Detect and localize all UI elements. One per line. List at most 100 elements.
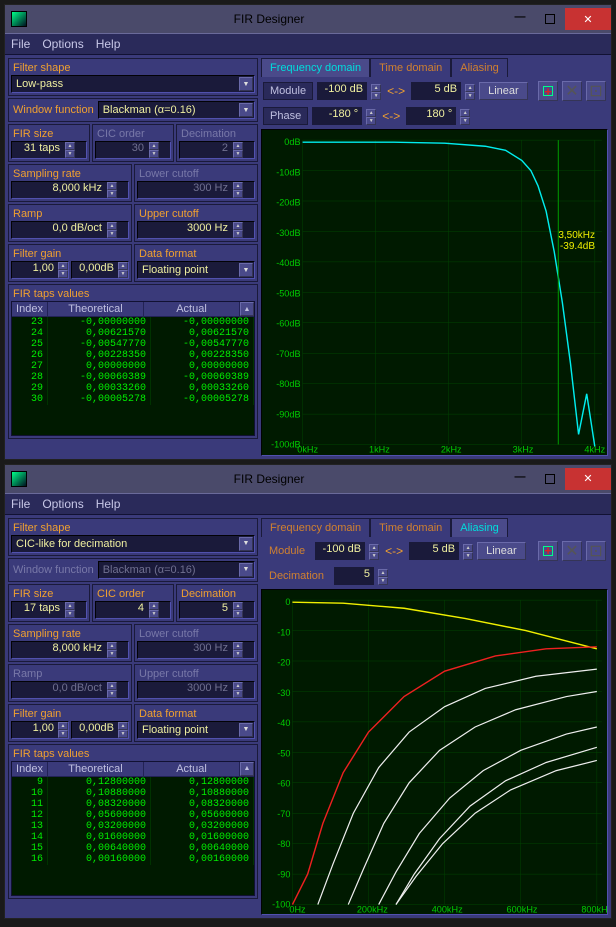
data-format-select[interactable]: Floating point▼ (137, 721, 255, 739)
dropdown-icon[interactable]: ▼ (239, 77, 253, 91)
linear-button[interactable]: Linear (477, 542, 526, 560)
table-row[interactable]: 260,002283500,00228350 (12, 350, 254, 361)
tab-frequency-domain[interactable]: Frequency domain (261, 518, 370, 537)
fir-size-label: FIR size (11, 127, 87, 141)
filter-shape-select[interactable]: CIC-like for decimation▼ (11, 535, 255, 553)
table-row[interactable]: 130,032000000,03200000 (12, 821, 254, 832)
scroll-up-icon[interactable]: ▲ (240, 302, 254, 316)
fir-size-input[interactable]: 17 taps (11, 601, 87, 619)
svg-text:-90dB: -90dB (276, 409, 300, 419)
data-format-label: Data format (137, 707, 255, 721)
tab-aliasing[interactable]: Aliasing (451, 58, 508, 77)
frequency-response-graph[interactable]: 0dB-10dB-20dB-30dB-40dB-50dB-60dB-70dB-8… (261, 129, 608, 456)
tab-time-domain[interactable]: Time domain (370, 58, 451, 77)
filter-shape-select[interactable]: Low-pass▼ (11, 75, 255, 93)
tab-aliasing[interactable]: Aliasing (451, 518, 508, 537)
spin-up[interactable]: ▲ (233, 222, 243, 230)
close-button[interactable] (565, 468, 611, 490)
decimation-input: 2 (179, 141, 255, 159)
minimize-button[interactable] (505, 8, 535, 30)
phase-hi-input[interactable]: 180 ° (406, 107, 456, 125)
dropdown-icon[interactable]: ▼ (239, 103, 253, 117)
close-button[interactable] (565, 8, 611, 30)
table-row[interactable]: 110,083200000,08320000 (12, 799, 254, 810)
table-row[interactable]: 150,006400000,00640000 (12, 843, 254, 854)
spin-down[interactable]: ▼ (65, 150, 75, 158)
table-row[interactable]: 23-0,00000000-0,00000000 (12, 317, 254, 328)
menu-file[interactable]: File (11, 497, 30, 511)
table-row[interactable]: 160,001600000,00160000 (12, 854, 254, 865)
tab-frequency-domain[interactable]: Frequency domain (261, 58, 370, 77)
table-row[interactable]: 25-0,00547770-0,00547770 (12, 339, 254, 350)
table-row[interactable]: 28-0,00060389-0,00060389 (12, 372, 254, 383)
taps-table: Index Theoretical Actual ▲ 90,128000000,… (11, 761, 255, 896)
phase-lo-input[interactable]: -180 ° (312, 107, 362, 125)
spin-down[interactable]: ▼ (58, 270, 68, 278)
titlebar[interactable]: FIR Designer (5, 465, 611, 493)
maximize-button[interactable] (535, 468, 565, 490)
zoom-button[interactable] (586, 81, 606, 101)
table-row[interactable]: 120,056000000,05600000 (12, 810, 254, 821)
zoom-button[interactable] (586, 541, 606, 561)
cic-order-input[interactable]: 4 (95, 601, 171, 619)
lower-cutoff-label: Lower cutoff (137, 167, 255, 181)
dropdown-icon[interactable]: ▼ (239, 263, 253, 277)
table-row[interactable]: 90,128000000,12800000 (12, 777, 254, 788)
module-hi-input[interactable]: 5 dB (409, 542, 459, 560)
spin-up[interactable]: ▲ (58, 262, 68, 270)
menu-options[interactable]: Options (42, 497, 83, 511)
spin-down[interactable]: ▼ (107, 230, 117, 238)
tab-time-domain[interactable]: Time domain (370, 518, 451, 537)
module-lo-input[interactable]: -100 dB (315, 542, 365, 560)
module-lo-input[interactable]: -100 dB (317, 82, 367, 100)
dropdown-icon[interactable]: ▼ (239, 537, 253, 551)
spin-up[interactable]: ▲ (107, 182, 117, 190)
spin-up[interactable]: ▲ (107, 222, 117, 230)
app-icon (11, 11, 27, 27)
svg-text:-50: -50 (277, 748, 290, 758)
table-row[interactable]: 270,000000000,00000000 (12, 361, 254, 372)
menu-file[interactable]: File (11, 37, 30, 51)
data-format-group: Data format Floating point▼ (134, 244, 258, 282)
spin-down[interactable]: ▼ (107, 190, 117, 198)
upper-cutoff-label: Upper cutoff (137, 667, 255, 681)
decimation-input[interactable]: 5 (334, 567, 374, 585)
graph-toolbar-module: Module -100 dB ▲▼ <-> 5 dB ▲▼ Linear (261, 539, 608, 563)
svg-text:0Hz: 0Hz (289, 904, 306, 914)
clear-cursor-button[interactable] (562, 541, 582, 561)
menu-options[interactable]: Options (42, 37, 83, 51)
window-fn-select[interactable]: Blackman (α=0.16)▼ (98, 101, 255, 119)
svg-text:-60dB: -60dB (276, 319, 300, 329)
minimize-button[interactable] (505, 468, 535, 490)
spin-down[interactable]: ▼ (118, 270, 128, 278)
add-cursor-button[interactable] (538, 81, 558, 101)
spin-up[interactable]: ▲ (65, 142, 75, 150)
scroll-up-icon[interactable]: ▲ (240, 762, 254, 776)
svg-text:600kHz: 600kHz (507, 904, 538, 914)
dropdown-icon: ▼ (239, 563, 253, 577)
table-row[interactable]: 30-0,00005278-0,00005278 (12, 394, 254, 405)
fir-size-input[interactable]: 31 taps (11, 141, 87, 159)
table-row[interactable]: 100,108800000,10880000 (12, 788, 254, 799)
svg-text:400kHz: 400kHz (432, 904, 463, 914)
titlebar[interactable]: FIR Designer (5, 5, 611, 33)
range-arrows-icon: <-> (380, 109, 402, 123)
linear-button[interactable]: Linear (479, 82, 528, 100)
aliasing-graph[interactable]: 0-10-20-30-40-50-60-70-80-90-100 0Hz200k… (261, 589, 608, 916)
menu-help[interactable]: Help (96, 37, 121, 51)
table-row[interactable]: 290,000332600,00033260 (12, 383, 254, 394)
menu-help[interactable]: Help (96, 497, 121, 511)
filter-shape-label: Filter shape (11, 61, 255, 75)
module-hi-input[interactable]: 5 dB (411, 82, 461, 100)
clear-cursor-button[interactable] (562, 81, 582, 101)
dropdown-icon[interactable]: ▼ (239, 723, 253, 737)
decimation-group: Decimation 5▲▼ (176, 584, 258, 622)
table-row[interactable]: 140,016000000,01600000 (12, 832, 254, 843)
decimation-input[interactable]: 5 (179, 601, 255, 619)
table-row[interactable]: 240,006215700,00621570 (12, 328, 254, 339)
spin-up[interactable]: ▲ (118, 262, 128, 270)
spin-down[interactable]: ▼ (233, 230, 243, 238)
maximize-button[interactable] (535, 8, 565, 30)
add-cursor-button[interactable] (538, 541, 558, 561)
data-format-select[interactable]: Floating point▼ (137, 261, 255, 279)
